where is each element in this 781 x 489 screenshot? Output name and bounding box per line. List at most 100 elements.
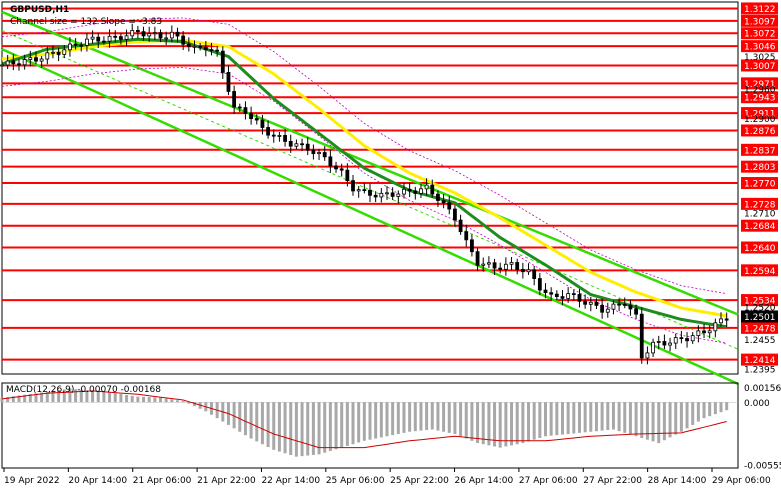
candle-body [668, 342, 672, 346]
bollinger-upper [1, 17, 727, 294]
candle-body [90, 36, 95, 40]
time-tick-label: 21 Apr 06:00 [133, 476, 192, 486]
level-label: 1.3122 [744, 5, 776, 15]
candle-body [300, 143, 304, 146]
level-badge [741, 91, 778, 104]
axis-tick-label: 1.2520 [744, 304, 776, 314]
candle-body [28, 57, 33, 60]
candle-body [175, 31, 180, 37]
series-layer [1, 10, 739, 386]
level-badge [741, 77, 778, 90]
candle-body [362, 189, 367, 192]
candle-body [679, 337, 684, 340]
candle-body [198, 45, 203, 48]
macd-label: MACD(12,26,9) -0.00070 -0.00168 [6, 385, 161, 395]
candle-body [713, 322, 718, 332]
level-label: 1.2728 [744, 200, 776, 210]
candle-body [588, 301, 593, 305]
candle-body [17, 63, 21, 66]
candle-body [79, 44, 84, 47]
level-badge [741, 219, 778, 232]
candle-body [215, 49, 220, 52]
time-tick-label: 22 Apr 14:00 [261, 476, 320, 486]
candle-body [317, 152, 321, 155]
level-badge [741, 27, 778, 40]
candle-body [96, 36, 101, 42]
time-tick-label: 27 Apr 06:00 [519, 476, 578, 486]
level-badge [741, 59, 778, 72]
candle-body [102, 40, 106, 43]
bollinger-lower [1, 67, 727, 344]
level-badge [741, 14, 778, 27]
candle-body [158, 32, 163, 39]
candle-body [147, 33, 152, 37]
symbol-title: GBPUSD,H1 [10, 5, 69, 15]
candle-body [566, 293, 571, 299]
channel-mid-line [1, 30, 739, 350]
level-label: 1.2770 [744, 180, 776, 190]
axis-tick-label: 1.2455 [744, 336, 776, 346]
candle-body [164, 37, 169, 40]
time-tick-label: 29 Apr 06:00 [712, 476, 771, 486]
level-badge [741, 197, 778, 210]
candle-body [503, 263, 508, 270]
candle-body [368, 189, 372, 196]
candle-body [685, 338, 689, 342]
candle-body [413, 190, 418, 194]
candle-body [113, 35, 118, 38]
candle-body [453, 208, 457, 221]
candle-body [51, 51, 55, 54]
macd-tick-label: -0.00555 [744, 462, 781, 472]
candle-body [107, 35, 112, 42]
candle-body [396, 193, 401, 197]
candle-body [373, 194, 378, 198]
candle-body [192, 45, 197, 48]
axis-tick-label: 1.2710 [744, 209, 776, 219]
candle-body [345, 169, 350, 182]
level-label: 1.2971 [744, 80, 776, 90]
candle-body [605, 308, 610, 313]
candle-body [288, 141, 293, 147]
candle-body [334, 165, 338, 170]
current-price-label: 1.2501 [744, 313, 776, 323]
level-label: 1.2876 [744, 127, 776, 137]
time-tick-label: 20 Apr 14:00 [68, 476, 127, 486]
candle-body [622, 303, 627, 306]
level-label: 1.3007 [744, 62, 776, 72]
candle-body [237, 106, 242, 109]
candle-body [492, 262, 497, 269]
level-label: 1.2414 [744, 356, 776, 366]
level-label: 1.2837 [744, 146, 776, 156]
candle-body [249, 112, 254, 119]
candle-body [402, 188, 406, 195]
level-badge [741, 321, 778, 334]
price-pane [1, 1, 739, 375]
axis-tick-label: 1.2960 [744, 85, 776, 95]
candle-body [554, 293, 559, 297]
level-label: 1.2684 [744, 222, 776, 232]
candles-layer [0, 23, 729, 365]
time-axis: 19 Apr 2022 20 Apr 14:00 21 Apr 06:00 21 Ap… [3, 468, 771, 486]
candle-body [305, 143, 310, 151]
level-badge [741, 124, 778, 137]
candle-body [243, 107, 248, 114]
time-tick-label: 21 Apr 22:00 [197, 476, 256, 486]
level-label: 1.2803 [744, 163, 776, 173]
level-label: 1.2594 [744, 267, 776, 277]
candle-body [594, 301, 599, 306]
candle-body [486, 262, 491, 265]
candle-body [464, 231, 469, 241]
candle-body [186, 43, 191, 48]
level-label: 1.2911 [744, 110, 776, 120]
candle-body [311, 149, 316, 155]
candle-body [226, 71, 231, 92]
candle-body [509, 262, 514, 265]
candle-body [124, 35, 129, 40]
candle-body [481, 263, 486, 266]
candle-body [356, 189, 361, 192]
candle-body [724, 318, 729, 321]
candle-body [73, 43, 78, 46]
candle-body [407, 188, 412, 192]
channel-info: Channel size = 132 Slope = -3.83 [10, 17, 162, 27]
candle-body [577, 294, 582, 302]
